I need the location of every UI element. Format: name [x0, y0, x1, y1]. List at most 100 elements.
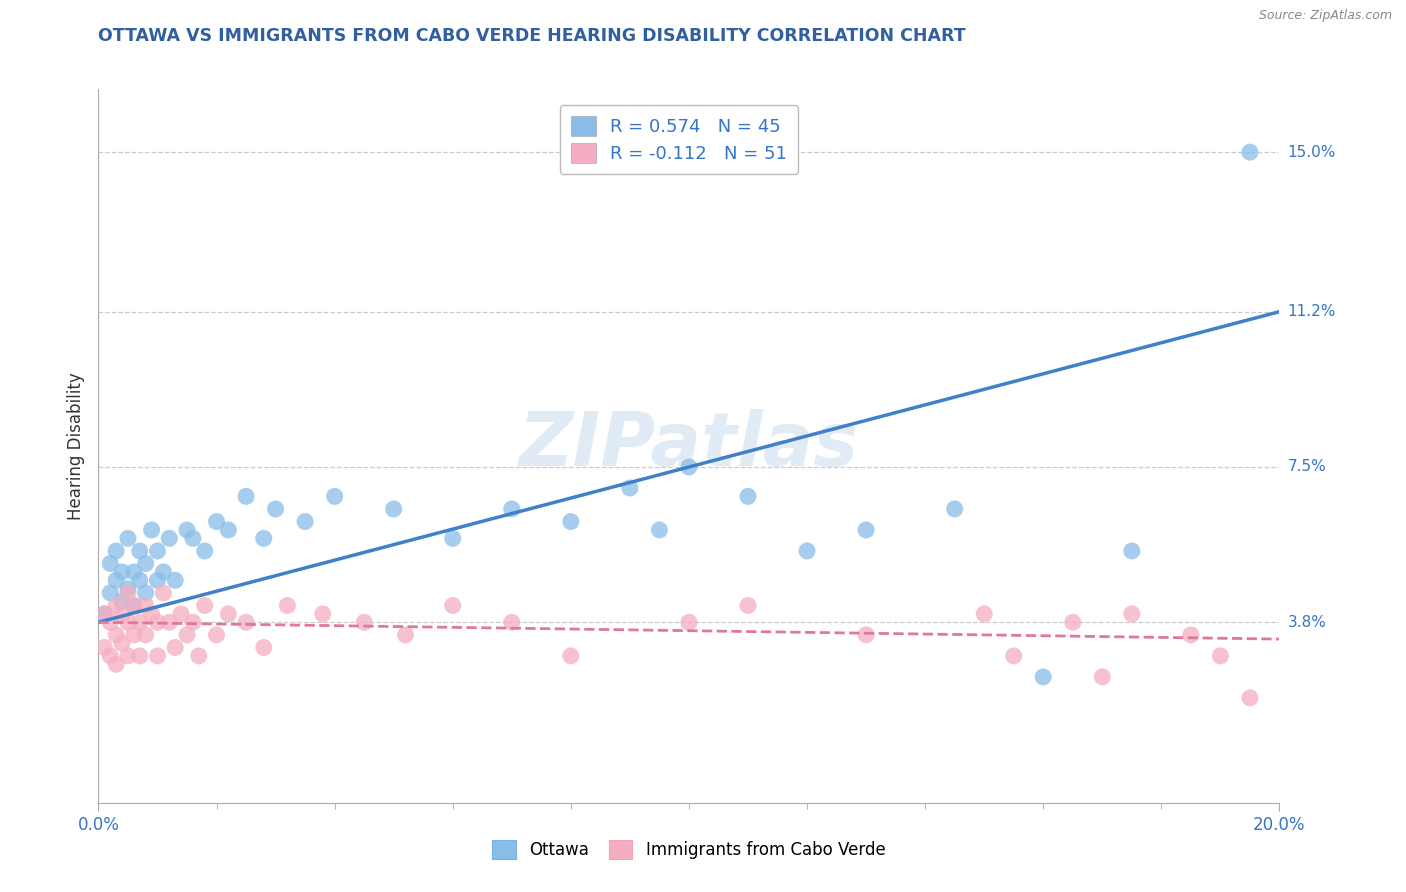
Point	[105, 544, 128, 558]
Point	[678, 615, 700, 630]
Point	[146, 574, 169, 588]
Text: 7.5%: 7.5%	[1288, 459, 1326, 475]
Point	[111, 636, 134, 650]
Y-axis label: Hearing Disability: Hearing Disability	[66, 372, 84, 520]
Text: Source: ZipAtlas.com: Source: ZipAtlas.com	[1258, 9, 1392, 22]
Point	[205, 515, 228, 529]
Point	[737, 489, 759, 503]
Point	[560, 515, 582, 529]
Point	[135, 557, 157, 571]
Point	[152, 586, 174, 600]
Point	[217, 523, 239, 537]
Point	[1121, 607, 1143, 621]
Point	[105, 599, 128, 613]
Point	[194, 599, 217, 613]
Point	[501, 615, 523, 630]
Point	[678, 460, 700, 475]
Point	[117, 586, 139, 600]
Point	[122, 628, 145, 642]
Point	[141, 523, 163, 537]
Point	[235, 615, 257, 630]
Point	[312, 607, 335, 621]
Point	[205, 628, 228, 642]
Point	[170, 607, 193, 621]
Point	[560, 648, 582, 663]
Point	[276, 599, 298, 613]
Point	[1239, 145, 1261, 160]
Point	[111, 565, 134, 579]
Point	[187, 648, 209, 663]
Point	[117, 615, 139, 630]
Point	[1239, 690, 1261, 705]
Point	[181, 532, 204, 546]
Point	[1002, 648, 1025, 663]
Point	[146, 615, 169, 630]
Point	[117, 532, 139, 546]
Point	[111, 607, 134, 621]
Point	[648, 523, 671, 537]
Point	[181, 615, 204, 630]
Point	[973, 607, 995, 621]
Legend: Ottawa, Immigrants from Cabo Verde: Ottawa, Immigrants from Cabo Verde	[486, 834, 891, 866]
Point	[382, 502, 405, 516]
Point	[264, 502, 287, 516]
Point	[93, 607, 115, 621]
Point	[1180, 628, 1202, 642]
Point	[98, 615, 121, 630]
Point	[194, 544, 217, 558]
Point	[111, 594, 134, 608]
Point	[353, 615, 375, 630]
Point	[128, 544, 150, 558]
Point	[235, 489, 257, 503]
Point	[855, 628, 877, 642]
Point	[943, 502, 966, 516]
Point	[323, 489, 346, 503]
Point	[737, 599, 759, 613]
Point	[146, 544, 169, 558]
Point	[1121, 544, 1143, 558]
Point	[146, 648, 169, 663]
Point	[98, 557, 121, 571]
Point	[128, 648, 150, 663]
Point	[253, 532, 276, 546]
Point	[152, 565, 174, 579]
Point	[1032, 670, 1054, 684]
Point	[294, 515, 316, 529]
Point	[93, 640, 115, 655]
Point	[1062, 615, 1084, 630]
Point	[141, 607, 163, 621]
Text: 15.0%: 15.0%	[1288, 145, 1336, 160]
Point	[441, 532, 464, 546]
Point	[1209, 648, 1232, 663]
Point	[128, 574, 150, 588]
Point	[128, 615, 150, 630]
Point	[176, 628, 198, 642]
Point	[122, 565, 145, 579]
Point	[98, 648, 121, 663]
Text: 3.8%: 3.8%	[1288, 615, 1327, 630]
Point	[501, 502, 523, 516]
Point	[122, 599, 145, 613]
Point	[796, 544, 818, 558]
Point	[253, 640, 276, 655]
Text: ZIPatlas: ZIPatlas	[519, 409, 859, 483]
Point	[105, 657, 128, 672]
Point	[122, 599, 145, 613]
Point	[105, 628, 128, 642]
Point	[441, 599, 464, 613]
Point	[117, 648, 139, 663]
Point	[157, 532, 180, 546]
Point	[135, 586, 157, 600]
Point	[117, 582, 139, 596]
Point	[93, 607, 115, 621]
Text: OTTAWA VS IMMIGRANTS FROM CABO VERDE HEARING DISABILITY CORRELATION CHART: OTTAWA VS IMMIGRANTS FROM CABO VERDE HEA…	[98, 27, 966, 45]
Point	[1091, 670, 1114, 684]
Point	[105, 574, 128, 588]
Point	[855, 523, 877, 537]
Point	[165, 640, 187, 655]
Point	[135, 599, 157, 613]
Point	[165, 574, 187, 588]
Point	[217, 607, 239, 621]
Point	[176, 523, 198, 537]
Point	[394, 628, 416, 642]
